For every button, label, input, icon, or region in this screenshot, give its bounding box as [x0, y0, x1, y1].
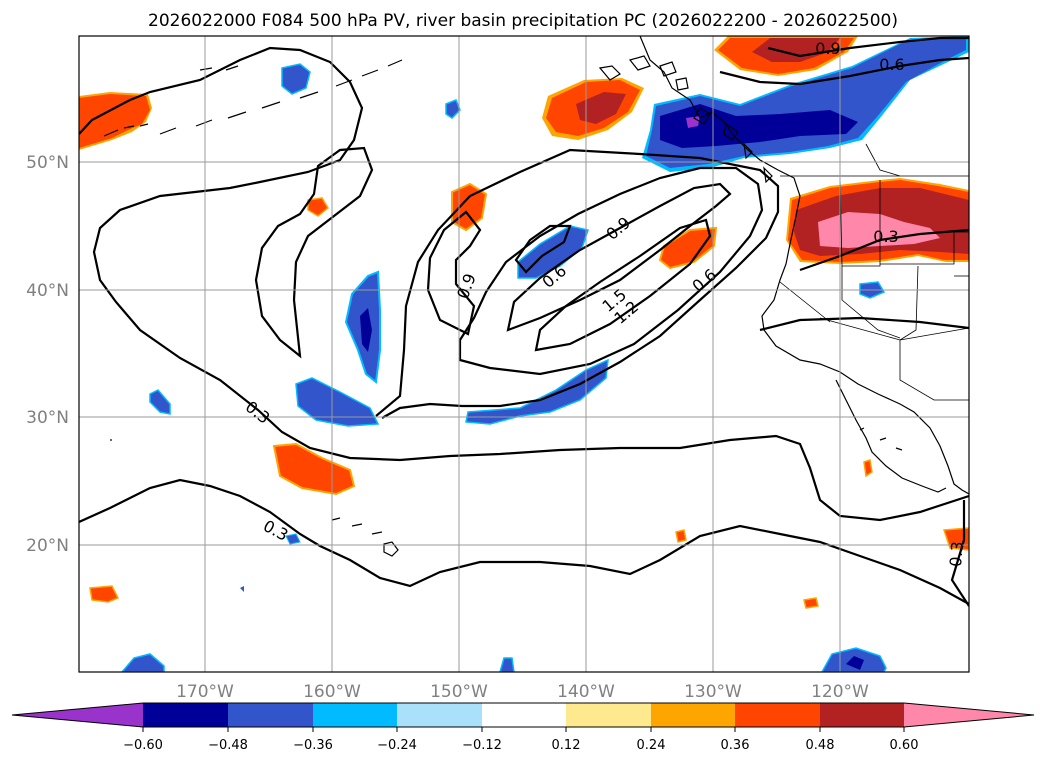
negative-anomaly-area: [121, 653, 165, 672]
pv-contour-0.6: [514, 224, 572, 274]
map-panel: 0.9 0.6 0.9 0.6 0.9 1.5 1.2 0.6 0.3 0.3 …: [78, 35, 970, 673]
pv-contour-0.3: [799, 228, 969, 272]
lon-label: 150°W: [430, 682, 488, 702]
pv-contour-0.6: [719, 56, 969, 86]
negative-anomaly-area: [240, 586, 244, 592]
positive-anomaly-area: [658, 226, 718, 270]
positive-anomaly-area: [863, 459, 873, 478]
negative-anomaly-area: [445, 99, 461, 119]
map-frame: [78, 35, 970, 673]
pv-contour-0.6: [254, 146, 374, 359]
pv-contour-0.3: [950, 500, 969, 607]
lon-label: 130°W: [684, 682, 742, 702]
pv-contour-label: 0.3: [873, 227, 898, 246]
map-title: 2026022000 F084 500 hPa PV, river basin …: [148, 11, 898, 31]
positive-anomaly-area: [89, 585, 120, 603]
lon-label: 120°W: [811, 682, 869, 702]
pv-contour-0.9: [458, 166, 764, 376]
positive-anomaly-area: [451, 182, 488, 232]
colorbar-segment: [820, 703, 904, 727]
pv-contour-0.6: [375, 148, 780, 419]
pv-contour-0.3: [79, 478, 969, 605]
colorbar-tick-label: 0.24: [637, 738, 666, 753]
pv-contour-0.3: [759, 316, 969, 332]
positive-anomaly-area: [752, 38, 840, 62]
lat-label: 30°N: [26, 408, 69, 428]
colorbar-tick-label: 0.60: [890, 738, 919, 753]
pv-contour-0.9: [426, 210, 482, 336]
positive-anomaly-area: [79, 94, 150, 148]
pv-contour-0.3: [79, 46, 969, 522]
colorbar-segment: [651, 703, 735, 727]
colorbar-segment: [735, 703, 820, 727]
colorbar-segment: [143, 703, 228, 727]
negative-anomaly-area: [846, 656, 864, 670]
negative-anomaly-area: [499, 657, 515, 672]
lat-label: 20°N: [26, 536, 69, 556]
negative-anomaly-area: [285, 533, 301, 545]
colorbar-segment: [482, 703, 566, 727]
positive-anomaly-area: [675, 529, 687, 543]
positive-anomaly-area: [818, 212, 940, 248]
latitude-labels: 50°N 40°N 30°N 20°N: [26, 153, 69, 556]
positive-anomaly-area: [576, 92, 626, 124]
lon-label: 160°W: [303, 682, 361, 702]
pv-contours: [79, 36, 969, 607]
political-borders: [779, 143, 969, 401]
colorbar-tick-label: −0.60: [123, 738, 163, 753]
negative-anomaly-area: [281, 63, 311, 95]
negative-anomaly-area: [295, 377, 380, 427]
pv-contour-label: 0.6: [879, 55, 904, 74]
positive-anomaly-area: [272, 442, 356, 496]
negative-anomaly-area: [149, 389, 171, 415]
pv-contour-0.9: [767, 36, 969, 58]
colorbar-segment: [228, 703, 313, 727]
colorbar: −0.60 −0.48 −0.36 −0.24 −0.12 0.12 0.24 …: [11, 702, 1035, 753]
colorbar-tick-label: −0.24: [377, 738, 417, 753]
positive-anomaly-area: [307, 197, 329, 217]
colorbar-tick-label: −0.12: [462, 738, 502, 753]
colorbar-tick-label: 0.48: [806, 738, 835, 753]
colorbar-extend-low: [12, 703, 143, 727]
lat-label: 50°N: [26, 153, 69, 173]
colorbar-segment: [397, 703, 482, 727]
colorbar-segment: [313, 703, 397, 727]
colorbar-extend-high: [904, 703, 1034, 727]
longitude-labels: 170°W 160°W 150°W 140°W 130°W 120°W: [176, 682, 869, 702]
positive-anomaly-area: [803, 597, 819, 609]
colorbar-tick-label: −0.36: [293, 738, 333, 753]
gridlines: [79, 36, 969, 672]
lon-label: 170°W: [176, 682, 234, 702]
lon-label: 140°W: [557, 682, 615, 702]
colorbar-tick-label: 0.12: [552, 738, 581, 753]
negative-anomaly-area: [360, 308, 372, 352]
colorbar-tick-label: −0.48: [208, 738, 248, 753]
colorbar-segment: [566, 703, 651, 727]
pv-contour-label: 0.3: [946, 541, 967, 568]
colorbar-tick-label: 0.36: [721, 738, 750, 753]
pv-contour-1.5: [534, 218, 712, 352]
pv-contour-label: 0.9: [815, 39, 840, 58]
lat-label: 40°N: [26, 281, 69, 301]
negative-anomaly-area: [465, 358, 609, 425]
